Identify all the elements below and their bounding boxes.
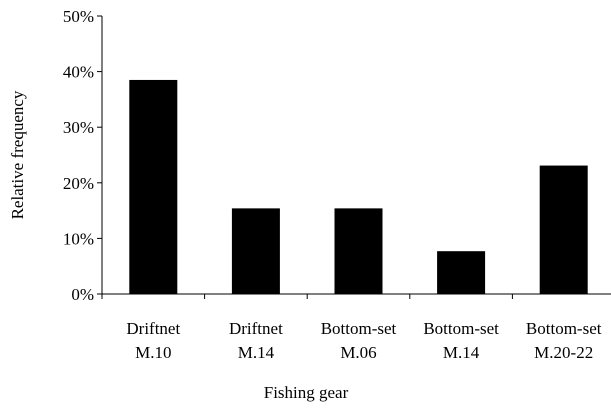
- y-axis-ticks: [97, 15, 102, 295]
- x-tick-label-line: Driftnet: [126, 319, 180, 338]
- y-tick-label: 10%: [63, 229, 94, 248]
- x-axis-ticks: [101, 294, 513, 299]
- x-tick-label-line: M.14: [443, 343, 480, 362]
- x-tick-label-line: M.14: [238, 343, 275, 362]
- bar: [437, 251, 486, 294]
- x-tick-label-line: M.06: [340, 343, 376, 362]
- y-tick-label: 0%: [71, 285, 94, 304]
- y-axis-label: Relative frequency: [8, 90, 27, 219]
- bar: [231, 208, 280, 294]
- x-tick-label-line: Bottom-set: [526, 319, 602, 338]
- bar: [539, 165, 588, 294]
- x-tick-label-line: M.10: [135, 343, 171, 362]
- y-tick-label: 40%: [63, 63, 94, 82]
- x-tick-label: Driftnet M.14: [229, 319, 283, 362]
- x-tick-label-line: M.20-22: [534, 343, 593, 362]
- y-tick-label: 20%: [63, 174, 94, 193]
- x-tick-label-line: Bottom-set: [423, 319, 499, 338]
- x-tick-label: Bottom-set M.20-22: [526, 319, 602, 362]
- bar: [334, 208, 383, 294]
- x-tick-label-line: Bottom-set: [321, 319, 397, 338]
- x-tick-label: Bottom-set M.06: [321, 319, 397, 362]
- x-tick-label-line: Driftnet: [229, 319, 283, 338]
- y-tick-labels: 0% 10% 20% 30% 40% 50%: [63, 7, 94, 304]
- x-tick-label: Driftnet M.10: [126, 319, 180, 362]
- y-tick-label: 50%: [63, 7, 94, 26]
- y-tick-label: 30%: [63, 118, 94, 137]
- bars: [129, 79, 588, 294]
- bar: [129, 79, 178, 294]
- x-axis-label: Fishing gear: [264, 383, 349, 402]
- x-tick-label: Bottom-set M.14: [423, 319, 499, 362]
